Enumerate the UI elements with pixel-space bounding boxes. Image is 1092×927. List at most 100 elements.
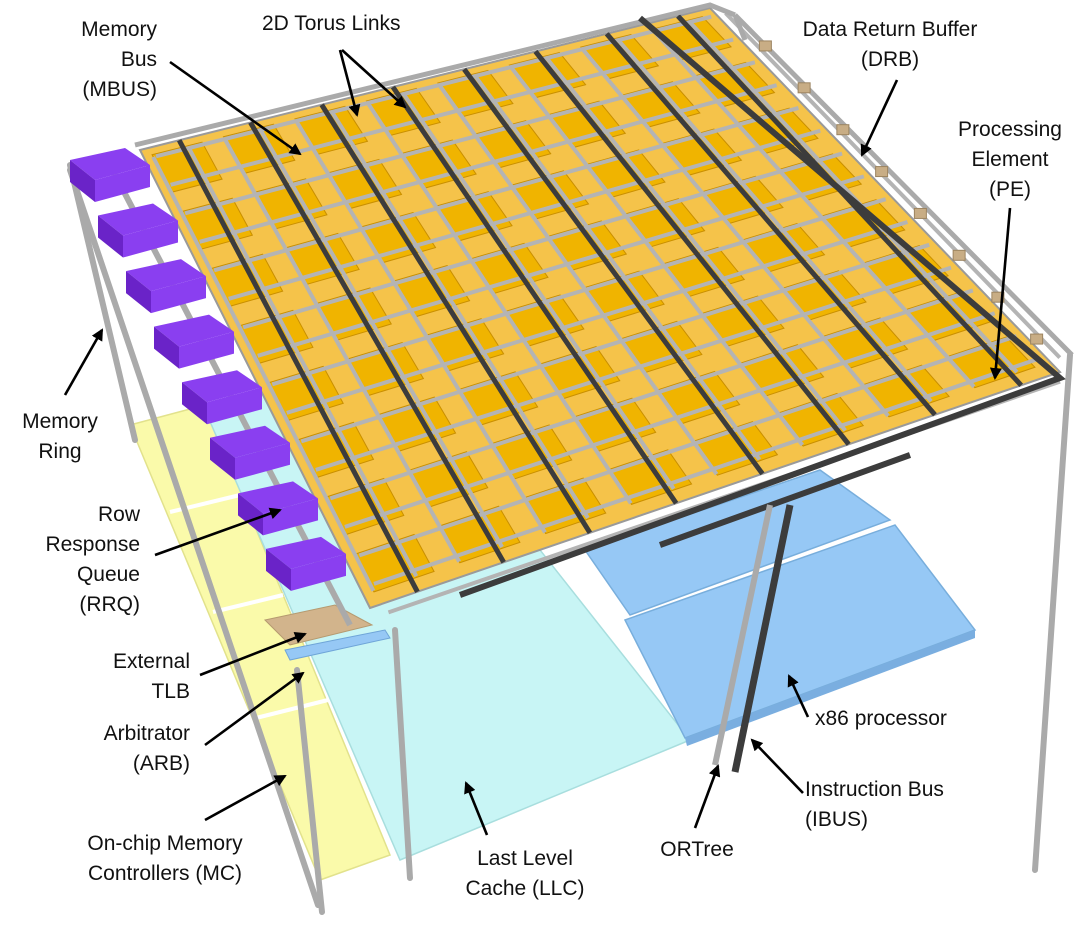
rrq-box-side [238,493,263,536]
mbus-line [604,32,937,417]
leader-arrows [63,49,1012,836]
label-drb: Data Return Buffer (DRB) [803,18,978,71]
rrq-box-front [123,220,178,258]
ortree-line [712,504,773,766]
drb-box [913,207,927,219]
torus-link-col [652,29,976,389]
rrq-box-side [266,548,291,591]
drb-box [991,291,1005,303]
torus-link-col [294,119,547,534]
rrq-box-side [154,326,179,369]
arrow-drb [860,79,899,157]
label-mbus: Memory Bus (MBUS) [81,18,157,101]
svg-text:Response: Response [45,533,140,556]
pe-grid-plane [138,6,1062,615]
rrq-boxes [70,148,346,591]
top-frame [134,2,1074,357]
svg-text:Arbitrator: Arbitrator [104,722,190,745]
rrq-box-front [151,276,206,314]
torus-link-col [401,92,676,490]
drb-box [1030,333,1044,345]
svg-text:(RRQ): (RRQ) [79,593,140,616]
svg-text:(MBUS): (MBUS) [82,78,157,101]
torus-link-col [187,147,419,578]
label-pe: Processing Element (PE) [958,118,1062,201]
rrq-box-side [182,382,207,425]
label-mc: On-chip Memory Controllers (MC) [87,832,243,885]
svg-text:Data Return Buffer: Data Return Buffer [803,18,978,41]
label-ortree: ORTree [660,838,734,861]
svg-text:(DRB): (DRB) [861,48,919,71]
mbus-line [248,121,506,564]
arrow-mc [204,774,287,822]
arrow-ortree [693,764,721,829]
mbus-outer-loop [458,15,1066,598]
drb-box [952,249,966,261]
svg-text:Queue: Queue [77,563,140,586]
rrq-box-front [235,442,290,480]
arrow-llc [464,781,489,836]
arrow-ring [63,328,104,396]
rrq-box-front [95,165,150,202]
rrq-box-front [207,387,262,425]
arrow-rrq [154,507,282,557]
mbus-line [176,139,420,593]
rrq-box-top [154,314,234,347]
torus-link-col [258,129,504,549]
torus-link-col [222,138,461,563]
svg-text:Memory: Memory [81,18,157,41]
rrq-box-top [70,148,150,180]
label-x86: x86 processor [815,707,947,730]
svg-text:Last Level: Last Level [477,847,573,870]
drb-box [758,40,772,52]
mbus-line [319,103,593,535]
torus-link-col [151,156,376,592]
svg-text:(PE): (PE) [989,178,1031,201]
label-arb: Arbitrator (ARB) [104,722,190,775]
svg-text:External: External [113,650,190,673]
rrq-box-front [291,553,346,591]
rrq-box-front [179,331,234,369]
svg-text:(ARB): (ARB) [133,752,190,775]
drb-boxes [758,40,1044,345]
rrq-box-top [266,536,346,569]
svg-text:Ring: Ring [38,440,81,463]
svg-text:Controllers (MC): Controllers (MC) [88,862,242,885]
label-rrq: Row Response Queue (RRQ) [45,503,140,616]
mbus-line [462,67,765,476]
svg-text:Processing: Processing [958,118,1062,141]
torus-link-col [545,56,847,432]
rrq-box-top [238,481,318,514]
rrq-box-top [210,425,290,458]
torus-link-col [366,101,633,505]
arrow-ibus [750,738,804,794]
arrow-torus-2 [341,49,407,109]
label-torus: 2D Torus Links [262,12,401,35]
rrq-box-front [263,498,318,536]
svg-text:On-chip Memory: On-chip Memory [87,832,243,855]
label-ibus: Instruction Bus (IBUS) [805,778,944,831]
svg-text:Cache (LLC): Cache (LLC) [465,877,584,900]
drb-box [836,124,850,136]
arrow-arb [204,671,305,747]
label-llc: Last Level Cache (LLC) [465,847,584,900]
rrq-box-side [98,215,123,258]
arrow-torus-1 [338,49,361,117]
ibus-line [731,504,794,773]
torus-link-col [580,47,890,418]
arb-block [284,629,391,661]
drb-box [797,82,811,94]
svg-text:Instruction Bus: Instruction Bus [805,778,944,801]
mbus-line [533,49,851,446]
rrq-box-side [210,437,235,480]
torus-link-col [330,110,590,519]
svg-text:Element: Element [971,148,1048,171]
rrq-box-top [98,203,178,236]
label-tlb: External TLB [113,650,190,703]
mbus-line [390,85,679,505]
torus-link-col [473,74,762,461]
rrq-box-top [126,259,206,292]
svg-text:Memory: Memory [22,410,98,433]
